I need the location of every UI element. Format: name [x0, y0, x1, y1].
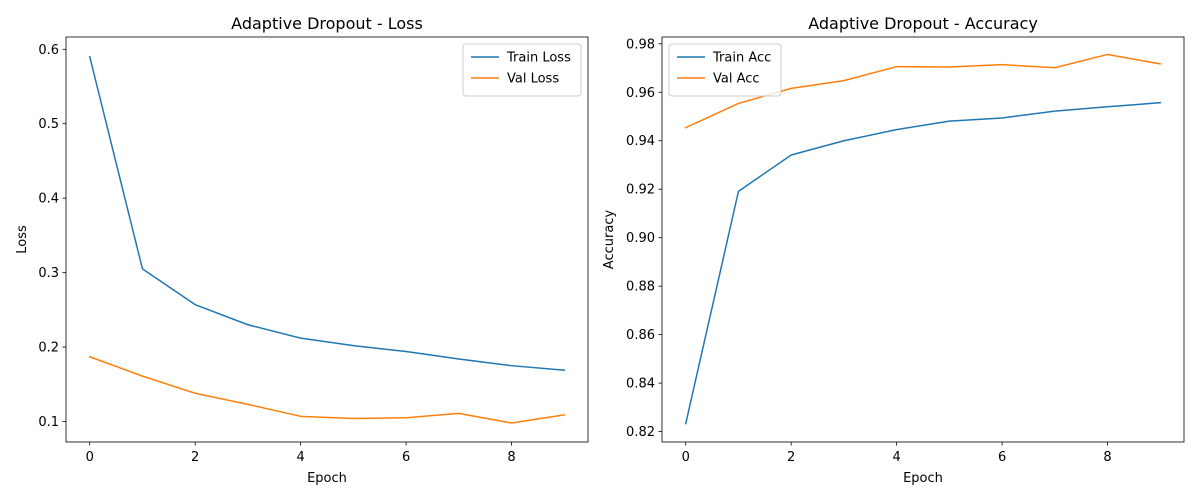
- x-tick-label: 2: [191, 450, 199, 465]
- y-tick-label: 0.5: [38, 117, 59, 132]
- axes-frame: [661, 36, 1185, 443]
- axes-frame: [65, 36, 589, 443]
- series-line-val-loss: [88, 355, 566, 424]
- y-axis-label: Accuracy: [602, 210, 617, 270]
- y-axis-label: Loss: [15, 225, 30, 254]
- legend: Train Loss Val Loss: [462, 43, 582, 97]
- legend-label: Val Acc: [713, 72, 760, 87]
- series-line-train-loss: [88, 55, 566, 371]
- chart-panel-0: 0 2 4 6 8 0.1 0.2 0.3 0.4 0.5 0.6 Adaptive Dropout …: [15, 14, 589, 486]
- legend-label: Train Acc: [712, 51, 771, 66]
- x-axis-label: Epoch: [307, 471, 347, 486]
- y-tick-label: 0.2: [38, 341, 59, 356]
- x-tick-label: 4: [892, 450, 900, 465]
- chart-panel-1: 0 2 4 6 8 0.82 0.84 0.86 0.88 0.90 0.92 0.94 0.96 0.9…: [602, 14, 1185, 486]
- y-tick-label: 0.1: [38, 415, 59, 430]
- y-tick-label: 0.3: [38, 266, 59, 281]
- y-tick-label: 0.92: [626, 183, 655, 198]
- x-tick-label: 4: [296, 450, 304, 465]
- y-tick-label: 0.90: [626, 231, 655, 246]
- y-tick-label: 0.84: [626, 377, 655, 392]
- y-tick-label: 0.6: [38, 43, 59, 58]
- y-tick-label: 0.88: [626, 280, 655, 295]
- x-tick-label: 8: [1103, 450, 1111, 465]
- legend: Train Acc Val Acc: [668, 43, 782, 97]
- y-tick-label: 0.98: [626, 37, 655, 52]
- y-tick-label: 0.82: [626, 425, 655, 440]
- series-line-train-acc: [684, 101, 1162, 425]
- x-tick-label: 8: [507, 450, 515, 465]
- legend-label: Train Loss: [506, 51, 571, 66]
- x-tick-label: 2: [787, 450, 795, 465]
- chart-title: Adaptive Dropout - Accuracy: [808, 14, 1038, 33]
- y-tick-label: 0.4: [38, 192, 59, 207]
- y-tick-label: 0.86: [626, 328, 655, 343]
- x-axis-label: Epoch: [903, 471, 943, 486]
- x-tick-label: 6: [998, 450, 1006, 465]
- y-tick-label: 0.94: [626, 134, 655, 149]
- x-tick-label: 6: [402, 450, 410, 465]
- x-tick-label: 0: [682, 450, 690, 465]
- y-tick-label: 0.96: [626, 86, 655, 101]
- chart-title: Adaptive Dropout - Loss: [231, 14, 423, 33]
- x-tick-label: 0: [86, 450, 94, 465]
- legend-label: Val Loss: [507, 72, 559, 87]
